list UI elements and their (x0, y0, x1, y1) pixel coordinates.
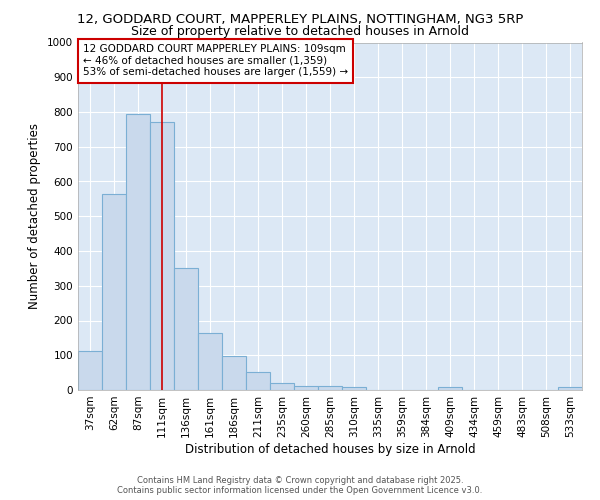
Bar (246, 372, 270, 390)
Bar (126, 114, 150, 390)
X-axis label: Distribution of detached houses by size in Arnold: Distribution of detached houses by size … (185, 442, 475, 456)
Bar (318, 386, 342, 390)
Bar (78, 350, 102, 390)
Bar (294, 386, 318, 390)
Bar (174, 268, 198, 390)
Text: 12, GODDARD COURT, MAPPERLEY PLAINS, NOTTINGHAM, NG3 5RP: 12, GODDARD COURT, MAPPERLEY PLAINS, NOT… (77, 12, 523, 26)
Text: 12 GODDARD COURT MAPPERLEY PLAINS: 109sqm
← 46% of detached houses are smaller (: 12 GODDARD COURT MAPPERLEY PLAINS: 109sq… (83, 44, 348, 78)
Bar (198, 332, 222, 390)
Y-axis label: Number of detached properties: Number of detached properties (28, 123, 41, 309)
Bar (102, 194, 126, 390)
Bar (270, 383, 294, 390)
Bar (438, 387, 462, 390)
Bar (222, 356, 246, 390)
Bar (558, 387, 582, 390)
Text: Contains HM Land Registry data © Crown copyright and database right 2025.
Contai: Contains HM Land Registry data © Crown c… (118, 476, 482, 495)
Bar (150, 122, 174, 390)
Bar (342, 386, 366, 390)
Text: Size of property relative to detached houses in Arnold: Size of property relative to detached ho… (131, 25, 469, 38)
